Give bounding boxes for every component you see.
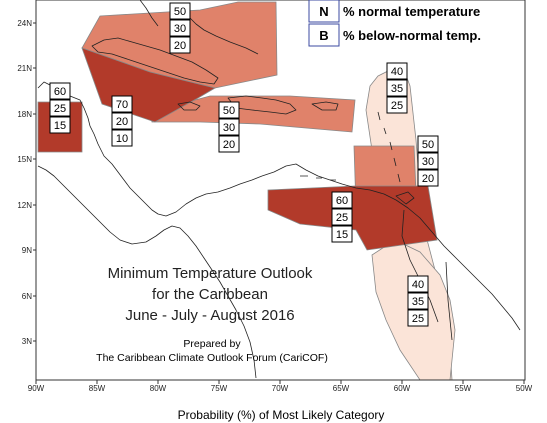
region-hispaniola-puerto-rico-shape bbox=[149, 95, 356, 133]
prob-below: 25 bbox=[391, 100, 403, 112]
legend-key-b-box bbox=[308, 23, 340, 47]
prob-above: 50 bbox=[174, 6, 186, 18]
legend-key-b: B bbox=[319, 28, 328, 43]
title-line-1: Minimum Temperature Outlook bbox=[108, 265, 313, 282]
prob-normal: 25 bbox=[54, 103, 66, 115]
x-tick-90w: 90W bbox=[28, 384, 45, 393]
probability-box-hispaniola-puerto-rico: 50 30 20 bbox=[218, 101, 240, 153]
x-tick-85w: 85W bbox=[89, 384, 106, 393]
y-tick-9n: 9N bbox=[22, 246, 32, 255]
x-tick-75w: 75W bbox=[211, 384, 228, 393]
florida-outline bbox=[139, 0, 159, 27]
puerto-rico-outline bbox=[311, 101, 339, 111]
y-tick-12n: 12N bbox=[17, 201, 32, 210]
probability-box-northern-lesser-antilles: 40 35 25 bbox=[386, 62, 408, 114]
jamaica-outline bbox=[177, 101, 201, 111]
y-tick-21n: 21N bbox=[17, 64, 32, 73]
longitude-axis: 90W 85W 80W 75W 70W 65W 60W 55W 50W bbox=[28, 384, 533, 393]
prob-normal: 25 bbox=[336, 212, 348, 224]
probability-box-bahamas-cuba-north: 50 30 20 bbox=[169, 2, 191, 54]
x-tick-60w: 60W bbox=[394, 384, 411, 393]
y-tick-18n: 18N bbox=[17, 110, 32, 119]
prob-normal: 30 bbox=[174, 23, 186, 35]
title-block: Minimum Temperature Outlook for the Cari… bbox=[96, 265, 328, 364]
legend-key-n: N bbox=[319, 4, 328, 19]
south-america-north-coast bbox=[261, 163, 521, 331]
prob-below: 15 bbox=[54, 120, 66, 132]
prob-normal: 35 bbox=[391, 83, 403, 95]
y-tick-15n: 15N bbox=[17, 155, 32, 164]
central-america-pacific-coast bbox=[37, 165, 257, 379]
trinidad-outline bbox=[395, 191, 415, 205]
legend-label-below-normal: % below-normal temp. bbox=[343, 28, 481, 43]
prob-normal: 30 bbox=[422, 156, 434, 168]
legend-label-normal: % normal temperature bbox=[343, 4, 480, 19]
title-line-3: June - July - August 2016 bbox=[125, 307, 294, 324]
x-tick-70w: 70W bbox=[272, 384, 289, 393]
axis-tick-marks bbox=[33, 22, 525, 384]
probability-box-guianas: 40 35 25 bbox=[407, 275, 429, 327]
prob-above: 50 bbox=[422, 139, 434, 151]
x-tick-50w: 50W bbox=[516, 384, 533, 393]
guyana-border bbox=[401, 209, 453, 341]
x-tick-65w: 65W bbox=[333, 384, 350, 393]
x-tick-55w: 55W bbox=[455, 384, 472, 393]
prob-normal: 20 bbox=[116, 116, 128, 128]
prob-normal: 35 bbox=[412, 296, 424, 308]
prob-below: 20 bbox=[174, 40, 186, 52]
probability-box-cuba-south-jamaica: 70 20 10 bbox=[111, 95, 133, 147]
lesser-antilles-outline bbox=[377, 111, 401, 183]
credit-line-2: The Caribbean Climate Outlook Forum (Car… bbox=[96, 352, 328, 364]
prob-below: 10 bbox=[116, 133, 128, 145]
prob-above: 60 bbox=[336, 195, 348, 207]
legend: N % normal temperature B % below-normal … bbox=[308, 0, 481, 47]
prob-above: 60 bbox=[54, 86, 66, 98]
title-line-2: for the Caribbean bbox=[152, 286, 268, 303]
prob-above: 40 bbox=[391, 66, 403, 78]
prob-above: 50 bbox=[223, 105, 235, 117]
legend-key-n-box bbox=[308, 0, 340, 23]
prob-below: 20 bbox=[223, 139, 235, 151]
y-tick-6n: 6N bbox=[22, 292, 32, 301]
y-tick-3n: 3N bbox=[22, 337, 32, 346]
prob-below: 25 bbox=[412, 313, 424, 325]
prob-above: 40 bbox=[412, 279, 424, 291]
abc-islands-outline bbox=[300, 175, 336, 181]
central-america-coast bbox=[37, 81, 263, 217]
prob-below: 20 bbox=[422, 173, 434, 185]
cuba-outline bbox=[91, 37, 219, 85]
probability-box-abc-islands-trinidad: 60 25 15 bbox=[331, 191, 353, 243]
probability-boxes: 50 30 20 70 20 10 60 25 15 50 30 20 bbox=[49, 2, 439, 327]
probability-box-belize: 60 25 15 bbox=[49, 82, 71, 134]
hispaniola-outline bbox=[227, 95, 297, 115]
x-tick-80w: 80W bbox=[150, 384, 167, 393]
prob-normal: 30 bbox=[223, 122, 235, 134]
prob-below: 15 bbox=[336, 229, 348, 241]
y-tick-24n: 24N bbox=[17, 19, 32, 28]
prob-above: 70 bbox=[116, 99, 128, 111]
credit-line-1: Prepared by bbox=[183, 338, 241, 350]
probability-box-windward-islands: 50 30 20 bbox=[417, 135, 439, 187]
footer-caption: Probability (%) of Most Likely Category bbox=[178, 408, 385, 422]
latitude-axis: 24N 21N 18N 15N 12N 9N 6N 3N bbox=[17, 19, 32, 346]
